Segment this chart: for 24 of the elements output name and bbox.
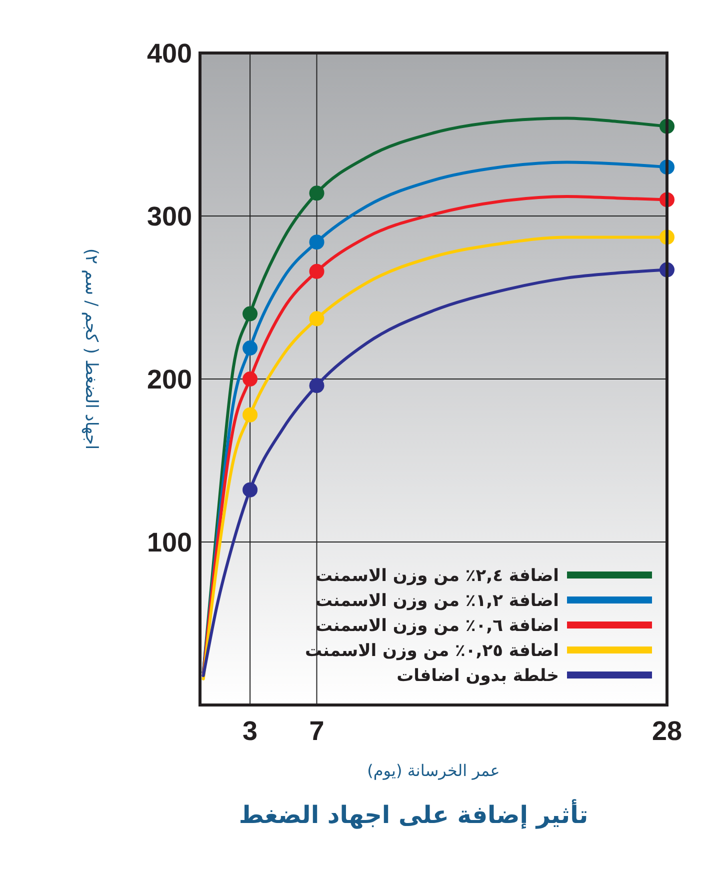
point <box>242 340 258 356</box>
point <box>242 306 258 322</box>
y-tick-label: 100 <box>146 527 192 558</box>
point <box>309 311 324 326</box>
text: تأثير إضافة على اجهاد الضغط <box>238 799 588 829</box>
point <box>309 264 324 279</box>
x-tick-label: 3 <box>242 716 258 746</box>
point <box>242 407 258 422</box>
x-tick-label: 28 <box>652 716 682 746</box>
point <box>242 482 258 498</box>
legend-label: اضافة ١,٢٪ من وزن الاسمنت <box>315 590 559 611</box>
x-axis-title: عمر الخرسانة (يوم) <box>367 761 500 780</box>
point <box>242 372 258 386</box>
y-axis-title: اجهاد الضغط ( كجم / سم ٢) <box>81 248 101 450</box>
point <box>309 378 324 394</box>
point <box>309 186 324 201</box>
point <box>309 234 324 250</box>
y-tick-label: 400 <box>146 38 192 68</box>
legend-label: اضافة ٠,٦٪ من وزن الاسمنت <box>315 616 559 636</box>
y-tick-label: 200 <box>146 364 192 394</box>
legend-label: اضافة ٢,٤٪ من وزن الاسمنت <box>315 566 559 586</box>
y-tick-label: 300 <box>146 201 192 232</box>
legend-label: خلطة بدون اضافات <box>396 666 559 686</box>
x-tick-label: 7 <box>309 716 324 746</box>
